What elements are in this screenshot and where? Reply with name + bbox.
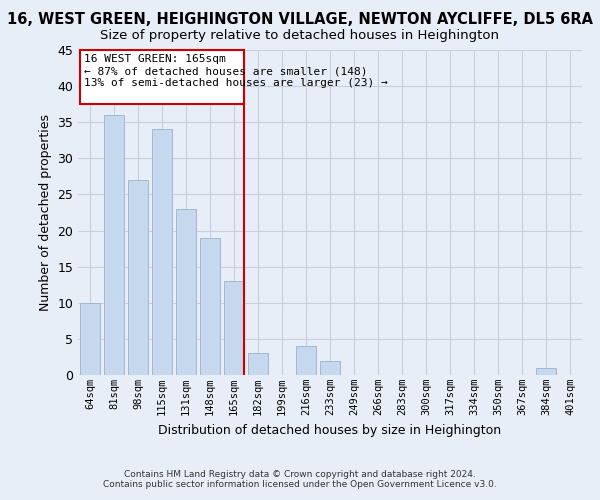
Bar	[224, 281, 244, 375]
Text: 13% of semi-detached houses are larger (23) →: 13% of semi-detached houses are larger (…	[83, 78, 387, 88]
Bar	[536, 368, 556, 375]
Y-axis label: Number of detached properties: Number of detached properties	[39, 114, 52, 311]
Bar	[80, 303, 100, 375]
Bar	[248, 354, 268, 375]
Bar	[296, 346, 316, 375]
FancyBboxPatch shape	[80, 50, 244, 104]
Bar	[152, 130, 172, 375]
Text: ← 87% of detached houses are smaller (148): ← 87% of detached houses are smaller (14…	[83, 66, 367, 76]
Bar	[200, 238, 220, 375]
Bar	[104, 115, 124, 375]
Text: 16 WEST GREEN: 165sqm: 16 WEST GREEN: 165sqm	[83, 54, 225, 64]
Text: Contains HM Land Registry data © Crown copyright and database right 2024.
Contai: Contains HM Land Registry data © Crown c…	[103, 470, 497, 489]
X-axis label: Distribution of detached houses by size in Heighington: Distribution of detached houses by size …	[158, 424, 502, 436]
Bar	[128, 180, 148, 375]
Text: Size of property relative to detached houses in Heighington: Size of property relative to detached ho…	[101, 29, 499, 42]
Text: 16, WEST GREEN, HEIGHINGTON VILLAGE, NEWTON AYCLIFFE, DL5 6RA: 16, WEST GREEN, HEIGHINGTON VILLAGE, NEW…	[7, 12, 593, 28]
Bar	[320, 360, 340, 375]
Bar	[176, 209, 196, 375]
